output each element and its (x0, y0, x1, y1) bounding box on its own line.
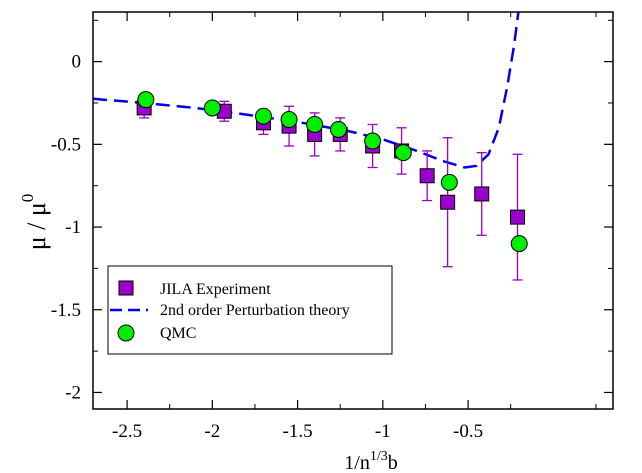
y-tick-label: -1.5 (51, 300, 81, 321)
y-tick-label: 0 (72, 52, 82, 73)
qmc-data-point (510, 235, 528, 253)
legend-marker-qmc (117, 324, 135, 342)
x-tick-label: -2.5 (112, 421, 142, 442)
qmc-data-point (254, 107, 272, 125)
legend-marker-jila (118, 280, 134, 296)
x-tick-label: -1 (375, 421, 391, 442)
legend-label-perturbation: 2nd order Perturbation theory (160, 302, 350, 319)
qmc-data-point (364, 132, 382, 150)
jila-data-point (419, 168, 435, 184)
x-tick-label: -1.5 (283, 421, 313, 442)
ticks-layer: -2.5 -2 -1.5 -1 -0.5 0 -0.5 -1 -1.5 -2 (51, 12, 613, 442)
perturbation-theory-curve (93, 12, 520, 169)
qmc-data-point (440, 173, 458, 191)
x-axis-label: 1/n1/3b (344, 449, 397, 473)
x-tick-label: -0.5 (453, 421, 483, 442)
qmc-data-point (306, 115, 324, 133)
plot-frame (92, 11, 614, 410)
y-axis-label: μ / μ0 (18, 194, 51, 251)
jila-data-point (474, 186, 490, 202)
qmc-data-point (330, 120, 348, 138)
qmc-data-point (394, 144, 412, 162)
qmc-data-point (203, 99, 221, 117)
jila-data-point (510, 209, 526, 225)
y-tick-label: -2 (65, 382, 81, 403)
legend-box (107, 265, 393, 355)
y-axis-label-main: μ / μ (22, 202, 51, 250)
y-tick-label: -0.5 (51, 134, 81, 155)
x-axis-label-main: 1/n (344, 452, 370, 473)
data-layer (93, 12, 528, 281)
y-tick-label: -1 (65, 217, 81, 238)
legend-label-jila: JILA Experiment (160, 281, 271, 298)
qmc-data-point (137, 91, 155, 109)
x-axis-label-sub: b (388, 452, 398, 473)
y-axis-label-sup: 0 (18, 194, 37, 203)
jila-data-point (440, 194, 456, 210)
x-tick-label: -2 (204, 421, 220, 442)
legend-label-qmc: QMC (160, 325, 196, 342)
legend: JILA Experiment 2nd order Perturbation t… (107, 265, 393, 355)
x-axis-label-sup: 1/3 (370, 449, 388, 464)
qmc-data-point (280, 111, 298, 129)
